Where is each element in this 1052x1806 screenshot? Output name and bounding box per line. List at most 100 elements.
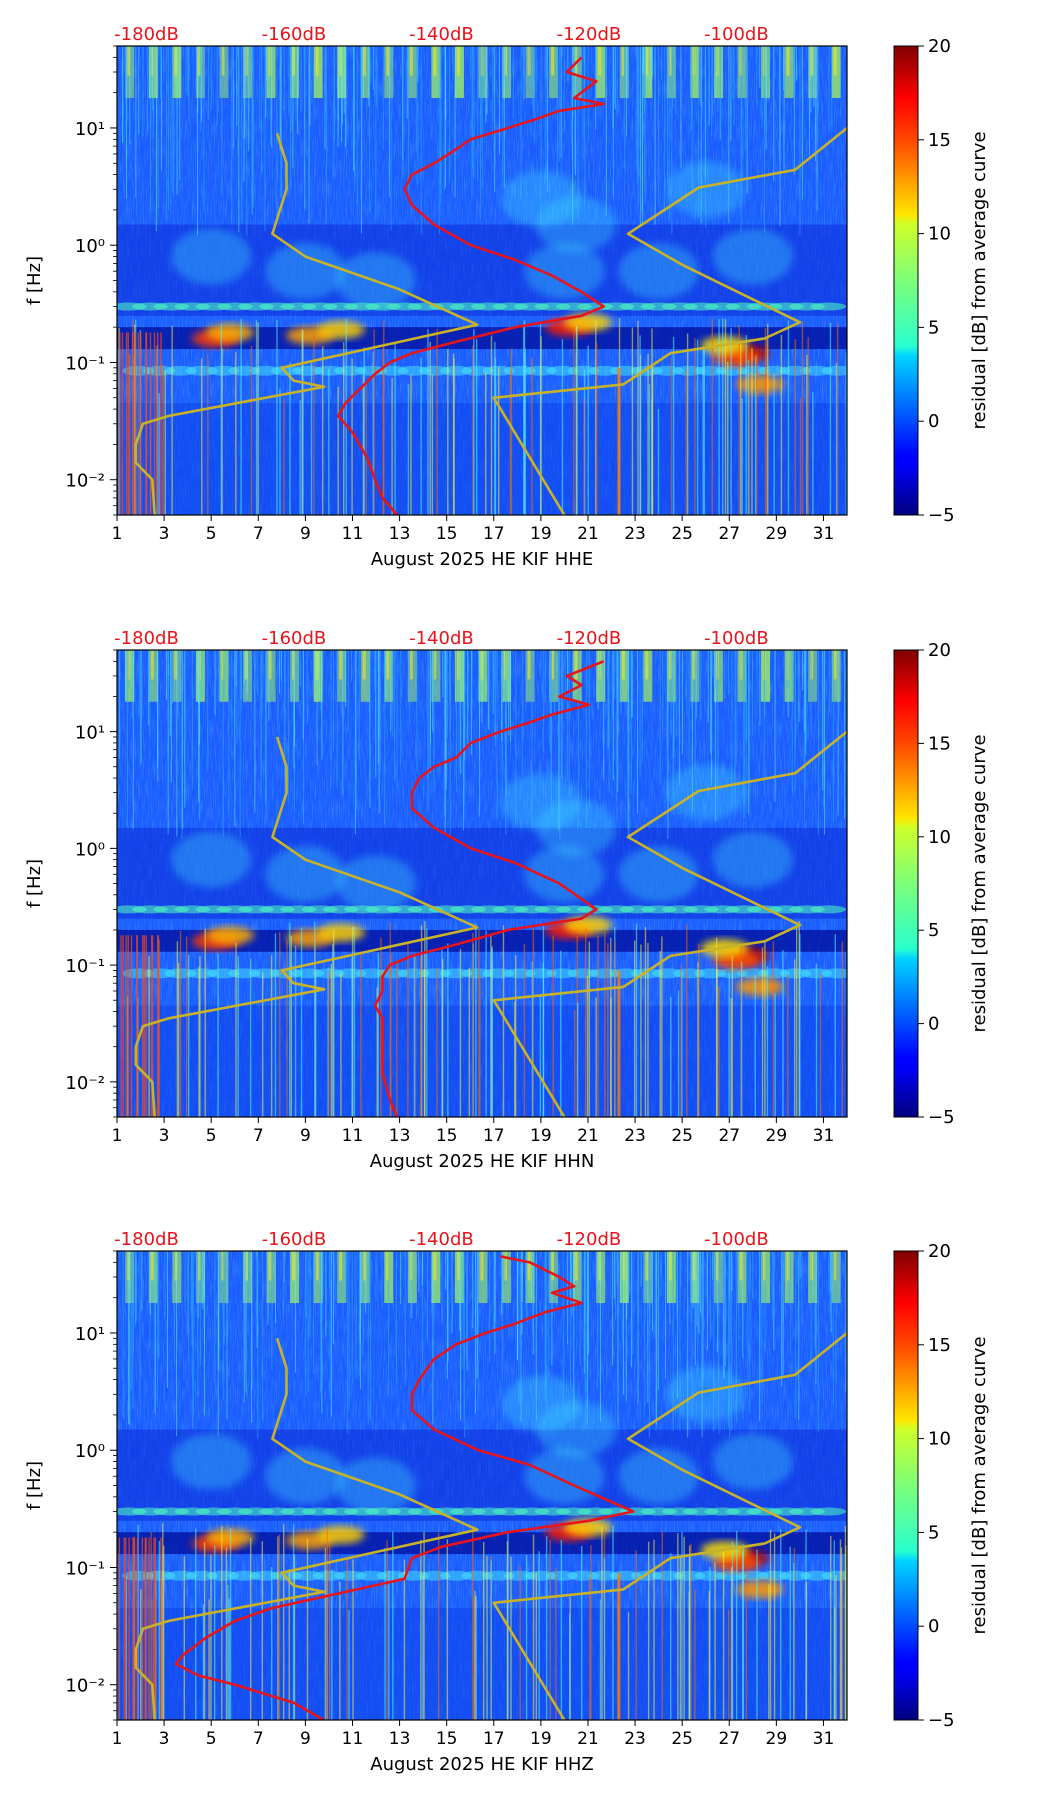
x-tick-label: 21 bbox=[577, 524, 599, 544]
x-tick-label: 29 bbox=[766, 1729, 788, 1749]
x-tick-label: 19 bbox=[530, 524, 552, 544]
x-tick-label: 21 bbox=[577, 1729, 599, 1749]
colorbar: −5 0 5 10 15 20 residual [dB] from average cur… bbox=[893, 36, 990, 526]
noise-model-curve-1 bbox=[134, 1337, 479, 1720]
colorbar-tick-label: 5 bbox=[928, 317, 939, 338]
y-tick-label: 10¹ bbox=[75, 723, 105, 744]
y-tick-label: 10⁻¹ bbox=[65, 353, 105, 374]
colorbar-tick-label: 10 bbox=[928, 1429, 951, 1450]
y-tick-label: 10⁰ bbox=[75, 1441, 105, 1462]
x-tick-label: 13 bbox=[389, 1729, 411, 1749]
colorbar-tick-label: −5 bbox=[928, 1107, 955, 1128]
y-tick-label: 10⁰ bbox=[75, 236, 105, 257]
x-tick-label: 19 bbox=[530, 1126, 552, 1146]
top-db-tick-label: -120dB bbox=[557, 1229, 622, 1250]
top-db-tick-label: -140dB bbox=[409, 628, 474, 649]
y-axis-label: f [Hz] bbox=[24, 256, 45, 305]
x-tick-label: 1 bbox=[112, 1729, 123, 1749]
top-db-tick-label: -180dB bbox=[114, 24, 179, 45]
colorbar-tick-label: 20 bbox=[928, 640, 951, 661]
x-tick-label: 29 bbox=[766, 1126, 788, 1146]
y-tick-label: 10¹ bbox=[75, 119, 105, 140]
colorbar: −5 0 5 10 15 20 residual [dB] from average cur… bbox=[893, 1241, 990, 1731]
x-tick-label: 11 bbox=[342, 1729, 364, 1749]
x-tick-label: 15 bbox=[436, 1126, 458, 1146]
colorbar-tick-label: 20 bbox=[928, 36, 951, 57]
x-tick-label: 13 bbox=[389, 524, 411, 544]
x-tick-label: 29 bbox=[766, 524, 788, 544]
x-tick-label: 9 bbox=[300, 1729, 311, 1749]
colorbar-tick-label: 20 bbox=[928, 1241, 951, 1262]
x-axis-label: August 2025 HE KIF HHN bbox=[370, 1151, 595, 1172]
heatmap-image bbox=[117, 1251, 847, 1720]
y-tick-label: 10⁻² bbox=[65, 1676, 105, 1697]
colorbar-tick-label: 0 bbox=[928, 411, 939, 432]
x-tick-label: 31 bbox=[813, 1126, 835, 1146]
colorbar-tick-label: 5 bbox=[928, 920, 939, 941]
x-tick-label: 23 bbox=[624, 524, 646, 544]
noise-model-curve-1 bbox=[134, 132, 479, 515]
top-db-tick-label: -120dB bbox=[557, 628, 622, 649]
x-tick-label: 31 bbox=[813, 524, 835, 544]
x-tick-label: 5 bbox=[206, 1126, 217, 1146]
x-tick-label: 27 bbox=[718, 524, 740, 544]
x-tick-label: 25 bbox=[671, 524, 693, 544]
y-tick-label: 10⁻² bbox=[65, 1073, 105, 1094]
x-tick-label: 23 bbox=[624, 1126, 646, 1146]
x-tick-label: 3 bbox=[159, 1126, 170, 1146]
x-tick-label: 17 bbox=[483, 1126, 505, 1146]
top-db-tick-label: -160dB bbox=[262, 24, 327, 45]
x-tick-label: 7 bbox=[253, 1126, 264, 1146]
heatmap-image bbox=[117, 650, 847, 1117]
x-tick-label: 5 bbox=[206, 1729, 217, 1749]
noise-model-curve-2 bbox=[492, 730, 847, 1117]
noise-model-curve-1 bbox=[134, 736, 479, 1117]
x-tick-label: 15 bbox=[436, 1729, 458, 1749]
x-tick-label: 25 bbox=[671, 1729, 693, 1749]
noise-model-curve-2 bbox=[492, 126, 847, 515]
x-tick-label: 27 bbox=[718, 1126, 740, 1146]
y-tick-label: 10⁰ bbox=[75, 839, 105, 860]
x-tick-label: 9 bbox=[300, 524, 311, 544]
x-tick-label: 1 bbox=[112, 1126, 123, 1146]
x-tick-label: 21 bbox=[577, 1126, 599, 1146]
y-tick-label: 10⁻¹ bbox=[65, 956, 105, 977]
top-db-tick-label: -180dB bbox=[114, 1229, 179, 1250]
x-tick-label: 3 bbox=[159, 1729, 170, 1749]
x-tick-label: 17 bbox=[483, 524, 505, 544]
top-db-tick-label: -140dB bbox=[409, 24, 474, 45]
x-tick-label: 13 bbox=[389, 1126, 411, 1146]
top-db-tick-label: -120dB bbox=[557, 24, 622, 45]
top-db-tick-label: -160dB bbox=[262, 628, 327, 649]
top-db-tick-label: -100dB bbox=[704, 1229, 769, 1250]
colorbar-tick-label: 15 bbox=[928, 130, 951, 151]
colorbar-tick-label: 5 bbox=[928, 1522, 939, 1543]
x-tick-label: 5 bbox=[206, 524, 217, 544]
x-tick-label: 15 bbox=[436, 524, 458, 544]
x-tick-label: 11 bbox=[342, 1126, 364, 1146]
y-tick-label: 10¹ bbox=[75, 1324, 105, 1345]
y-axis-label: f [Hz] bbox=[24, 1461, 45, 1510]
x-tick-label: 3 bbox=[159, 524, 170, 544]
y-axis-label: f [Hz] bbox=[24, 859, 45, 908]
colorbar-tick-label: −5 bbox=[928, 1710, 955, 1731]
colorbar-label: residual [dB] from average curve bbox=[969, 131, 990, 429]
x-tick-label: 11 bbox=[342, 524, 364, 544]
x-tick-label: 7 bbox=[253, 1729, 264, 1749]
x-axis-label: August 2025 HE KIF HHE bbox=[371, 549, 594, 570]
noise-curve-red bbox=[174, 1255, 635, 1720]
colorbar: −5 0 5 10 15 20 residual [dB] from average cur… bbox=[893, 640, 990, 1128]
x-tick-label: 23 bbox=[624, 1729, 646, 1749]
y-tick-label: 10⁻² bbox=[65, 471, 105, 492]
x-tick-label: 31 bbox=[813, 1729, 835, 1749]
noise-curve-red bbox=[336, 56, 606, 515]
colorbar-tick-label: 0 bbox=[928, 1616, 939, 1637]
colorbar-tick-label: 15 bbox=[928, 733, 951, 754]
y-tick-label: 10⁻¹ bbox=[65, 1558, 105, 1579]
top-db-tick-label: -160dB bbox=[262, 1229, 327, 1250]
colorbar-tick-label: 10 bbox=[928, 224, 951, 245]
